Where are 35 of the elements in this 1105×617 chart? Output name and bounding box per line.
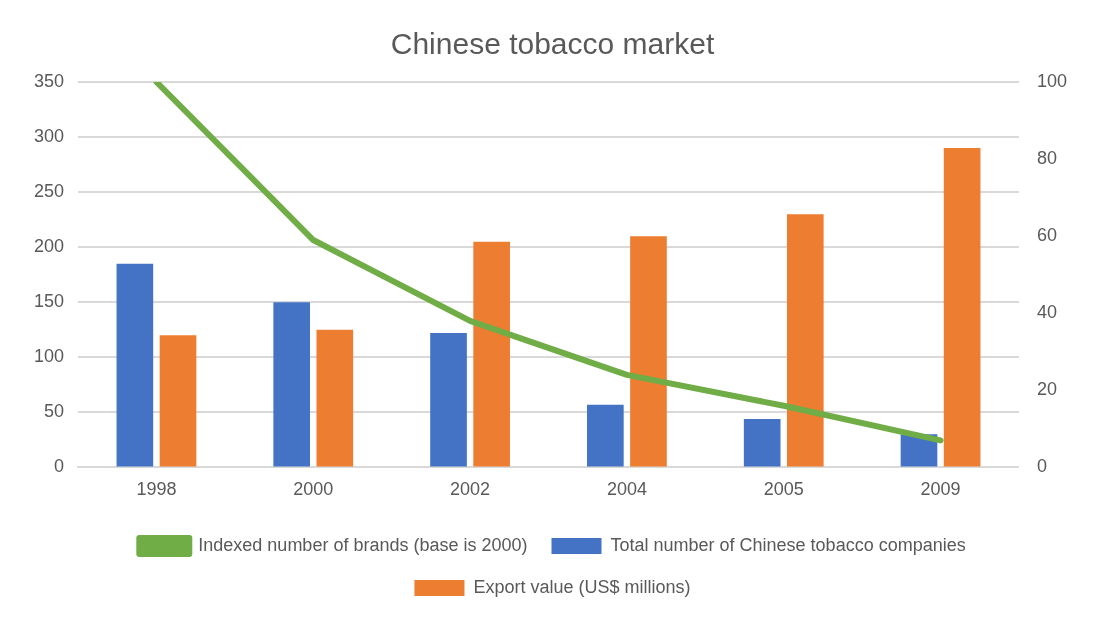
y-tick-label: 0 (54, 456, 65, 477)
y2-tick-label: 100 (1036, 70, 1068, 91)
x-tick-label: 2009 (920, 479, 961, 500)
bar (159, 335, 197, 467)
y-tick-label: 50 (44, 401, 65, 422)
bar (786, 214, 824, 467)
x-tick-label: 1998 (136, 479, 177, 500)
chart-title: Chinese tobacco market (390, 27, 715, 61)
bar (630, 236, 667, 467)
y2-tick-label: 60 (1036, 225, 1057, 246)
bar (943, 148, 981, 467)
bar (430, 333, 467, 467)
bar (316, 329, 354, 467)
y-tick-label: 300 (33, 126, 65, 147)
x-tick-label: 2002 (450, 479, 491, 500)
bar (743, 418, 781, 467)
y-tick-label: 150 (33, 291, 65, 312)
x-tick-label: 2000 (293, 479, 334, 500)
x-tick-label: 2005 (763, 479, 804, 500)
y2-tick-label: 80 (1036, 148, 1057, 169)
legend-label: Indexed number of brands (base is 2000) (198, 534, 528, 555)
bar (273, 302, 311, 467)
bar (116, 263, 154, 467)
x-tick-label: 2004 (606, 479, 647, 500)
y2-tick-label: 20 (1036, 379, 1057, 400)
bar (473, 241, 510, 467)
bar (587, 404, 624, 467)
y2-tick-label: 0 (1036, 456, 1047, 477)
y-tick-label: 250 (33, 181, 65, 202)
legend-label: Total number of Chinese tobacco companies (610, 534, 966, 555)
y-tick-label: 200 (33, 236, 65, 257)
legend-label: Export value (US$ millions) (473, 576, 691, 597)
y2-tick-label: 40 (1036, 302, 1057, 323)
y-tick-label: 350 (33, 70, 65, 91)
y-tick-label: 100 (33, 346, 65, 367)
